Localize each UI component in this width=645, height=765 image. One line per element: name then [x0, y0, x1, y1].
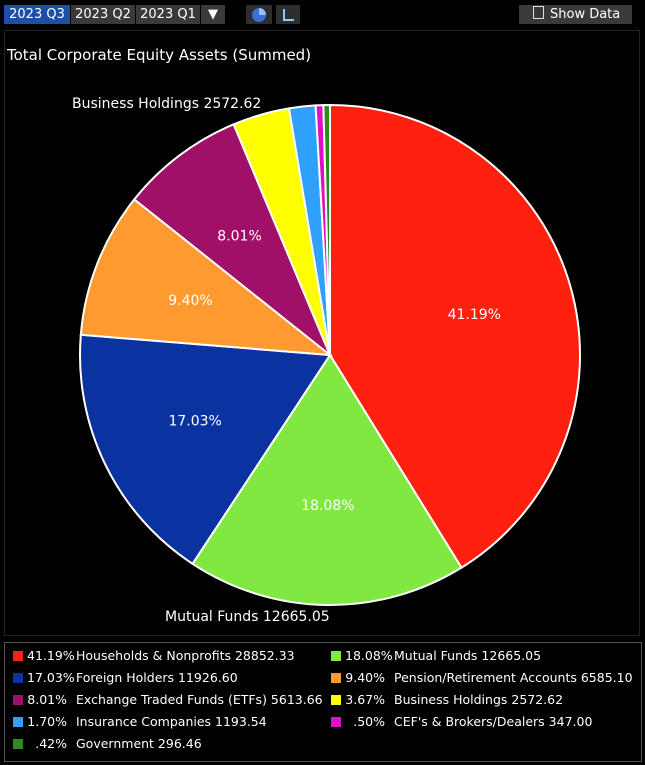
slice-label-1: 18.08% — [301, 498, 354, 514]
slice-label-0: 41.19% — [448, 307, 501, 323]
callout-label-1: Mutual Funds 12665.05 — [165, 609, 330, 625]
legend-percent: 1.70% — [27, 714, 67, 729]
legend-swatch — [13, 717, 23, 727]
chart-title: Total Corporate Equity Assets (Summed) — [7, 46, 312, 64]
slice-label-4: 8.01% — [217, 228, 261, 244]
legend-percent: 41.19% — [27, 648, 75, 663]
legend-swatch — [331, 717, 341, 727]
pie-slice-8[interactable] — [322, 103, 331, 356]
legend-percent: .50% — [353, 714, 385, 729]
show-data-label: Show Data — [550, 7, 621, 22]
legend-swatch — [13, 673, 23, 683]
legend-label: Households & Nonprofits 28852.33 — [76, 648, 295, 663]
axis-chart-icon[interactable] — [276, 5, 300, 24]
legend: 41.19% Households & Nonprofits 28852.33 18… — [4, 642, 642, 762]
period-dropdown-button[interactable]: ▼ — [201, 5, 225, 24]
legend-swatch — [331, 695, 341, 705]
toolbar: 2023 Q3 2023 Q2 2023 Q1 ▼ Show Data — [0, 0, 645, 26]
legend-label: Mutual Funds 12665.05 — [394, 648, 542, 663]
legend-label: Exchange Traded Funds (ETFs) 5613.66 — [76, 692, 323, 707]
legend-label: Insurance Companies 1193.54 — [76, 714, 267, 729]
pie-chart-icon[interactable] — [246, 5, 272, 24]
show-data-button[interactable]: Show Data — [519, 5, 632, 24]
legend-swatch — [331, 673, 341, 683]
tab-2023-q3[interactable]: 2023 Q3 — [4, 5, 70, 24]
legend-percent: .42% — [35, 736, 67, 751]
pie-slice-2[interactable] — [79, 333, 332, 566]
document-icon — [533, 6, 544, 19]
legend-percent: 18.08% — [345, 648, 393, 663]
slice-label-3: 9.40% — [168, 293, 212, 309]
legend-label: Pension/Retirement Accounts 6585.10 — [394, 670, 633, 685]
slice-label-2: 17.03% — [168, 414, 221, 430]
legend-swatch — [13, 651, 23, 661]
legend-label: CEF's & Brokers/Dealers 347.00 — [394, 714, 593, 729]
legend-percent: 17.03% — [27, 670, 75, 685]
legend-swatch — [13, 695, 23, 705]
legend-percent: 3.67% — [345, 692, 385, 707]
legend-swatch — [13, 739, 23, 749]
pie-chart: 41.19% 18.08% 17.03% 9.40% 8.01% Business Hol… — [72, 96, 581, 625]
pie-slice-0[interactable] — [329, 103, 581, 570]
pie-slice-1[interactable] — [191, 353, 463, 606]
tab-2023-q2[interactable]: 2023 Q2 — [71, 5, 135, 24]
pie-slice-4[interactable] — [132, 122, 331, 356]
legend-swatch — [331, 651, 341, 661]
chart-panel — [4, 30, 640, 636]
legend-percent: 8.01% — [27, 692, 67, 707]
tab-2023-q1[interactable]: 2023 Q1 — [136, 5, 200, 24]
legend-label: Business Holdings 2572.62 — [394, 692, 564, 707]
pie-slice-3[interactable] — [79, 197, 334, 357]
legend-label: Foreign Holders 11926.60 — [76, 670, 238, 685]
callout-label-0: Business Holdings 2572.62 — [72, 96, 261, 112]
legend-label: Government 296.46 — [76, 736, 202, 751]
legend-percent: 9.40% — [345, 670, 385, 685]
